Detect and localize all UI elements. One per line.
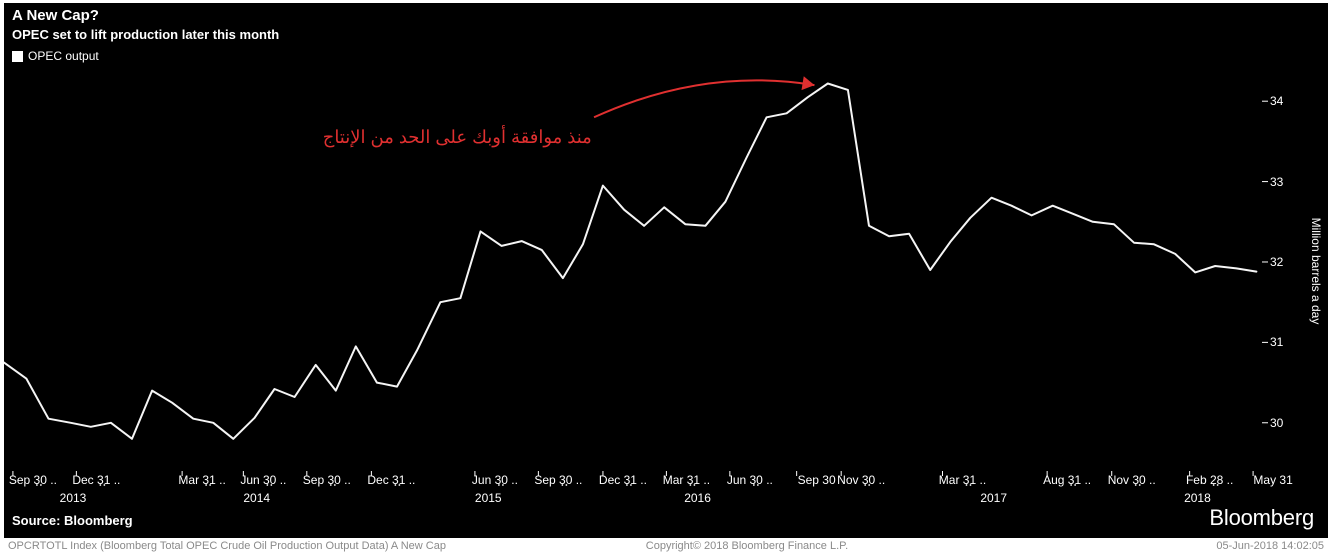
y-axis-title: Million barrels a day xyxy=(1309,218,1323,325)
y-tick-label: 34 xyxy=(1270,94,1283,108)
x-tick-label: Dec 31 .. xyxy=(367,473,415,487)
x-tick-label: Mar 31 .. xyxy=(939,473,986,487)
x-tick-label: Dec 31 .. xyxy=(72,473,120,487)
x-year-label: 2016 xyxy=(684,491,711,505)
x-tick-label: Sep 30 .. xyxy=(303,473,351,487)
x-tick-label: Aug 31 .. xyxy=(1043,473,1091,487)
footer-bar: OPCRTOTL Index (Bloomberg Total OPEC Cru… xyxy=(4,540,1328,554)
x-tick-label: Mar 31 .. xyxy=(663,473,710,487)
x-year-label: 2014 xyxy=(243,491,270,505)
x-year-label: 2013 xyxy=(60,491,87,505)
page: A New Cap? OPEC set to lift production l… xyxy=(0,0,1332,555)
x-year-label: 2018 xyxy=(1184,491,1211,505)
x-tick-label: Jun 30 .. xyxy=(472,473,518,487)
y-tick-label: 32 xyxy=(1270,255,1283,269)
footer-right: 05-Jun-2018 14:02:05 xyxy=(1216,540,1324,552)
x-tick-label: Jun 30 .. xyxy=(240,473,286,487)
x-year-label: 2015 xyxy=(475,491,502,505)
x-tick-label: Jun 30 .. xyxy=(727,473,773,487)
chart-annotation: منذ موافقة أوبك على الحد من الإنتاج xyxy=(323,127,592,148)
x-tick-label: Nov 30 .. xyxy=(1108,473,1156,487)
x-tick-label: Sep 30 .. xyxy=(534,473,582,487)
chart-frame: A New Cap? OPEC set to lift production l… xyxy=(4,3,1328,538)
x-tick-label: May 31 xyxy=(1253,473,1292,487)
x-tick-label: Dec 31 .. xyxy=(599,473,647,487)
x-tick-label: Mar 31 .. xyxy=(178,473,225,487)
chart-plot xyxy=(4,61,1332,521)
x-tick-label: Sep 30 xyxy=(798,473,836,487)
x-tick-label: Sep 30 .. xyxy=(9,473,57,487)
y-tick-label: 31 xyxy=(1270,335,1283,349)
chart-title: A New Cap? xyxy=(12,7,99,24)
x-year-label: 2017 xyxy=(980,491,1007,505)
source-label: Source: Bloomberg xyxy=(12,513,133,528)
x-tick-label: Feb 28 .. xyxy=(1186,473,1233,487)
brand-label: Bloomberg xyxy=(1209,505,1314,531)
y-tick-label: 30 xyxy=(1270,416,1283,430)
y-tick-label: 33 xyxy=(1270,175,1283,189)
footer-left: OPCRTOTL Index (Bloomberg Total OPEC Cru… xyxy=(8,540,446,552)
footer-center: Copyright© 2018 Bloomberg Finance L.P. xyxy=(646,540,848,552)
chart-subtitle: OPEC set to lift production later this m… xyxy=(12,27,279,42)
legend-swatch xyxy=(12,51,23,62)
x-tick-label: Nov 30 .. xyxy=(837,473,885,487)
